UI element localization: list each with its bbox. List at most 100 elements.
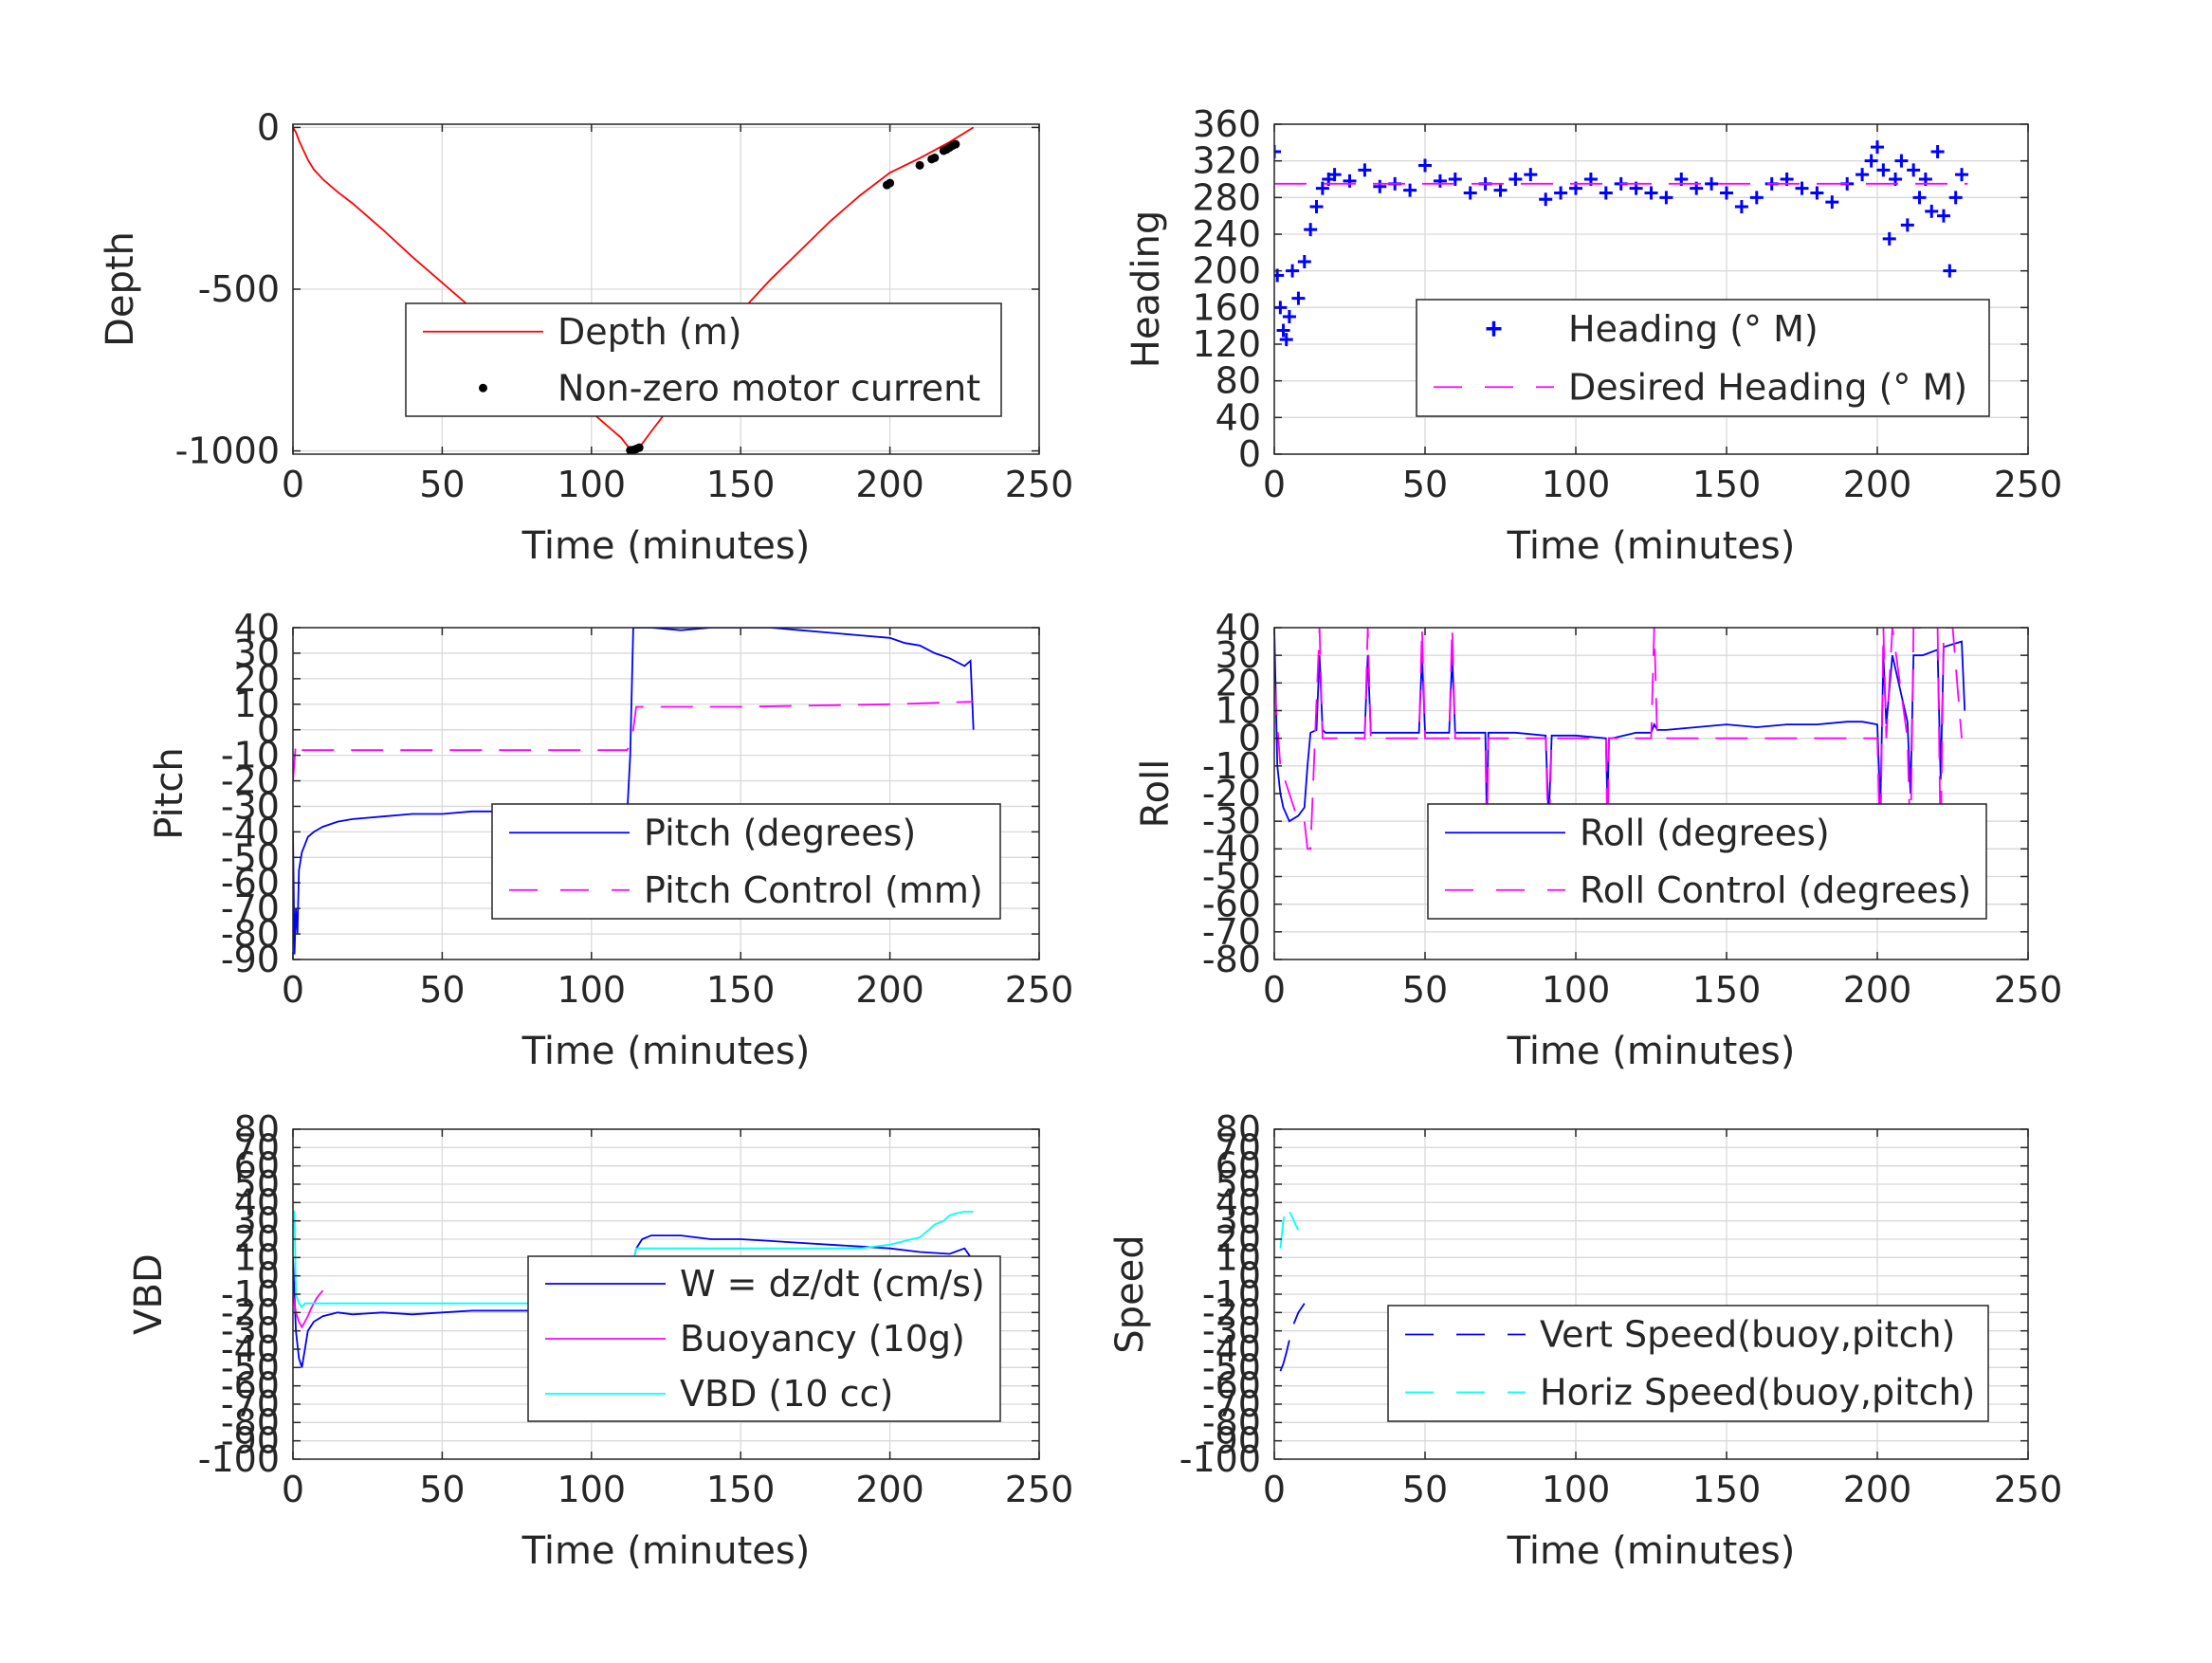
speed-xtick-label: 250 — [1994, 1469, 2063, 1510]
depth-ytick-label: 0 — [257, 106, 280, 148]
roll-ytick-label: -30 — [1202, 800, 1261, 842]
pitch-chart: 0 50 100 150 200 250-90-80-70-60-50-40-30-20-… — [148, 607, 1073, 1073]
heading-series-0-point — [1274, 145, 1281, 158]
roll-ytick-label: -20 — [1202, 773, 1261, 814]
heading-xtick-label: 200 — [1843, 464, 1912, 505]
heading-series-0-point — [1304, 223, 1318, 237]
vbd-ytick-label: 30 — [234, 1200, 280, 1242]
vbd-legend-label: W = dz/dt (cm/s) — [680, 1263, 985, 1305]
speed-xtick-label: 100 — [1542, 1469, 1611, 1510]
vbd-xtick-label: 150 — [706, 1469, 776, 1510]
vbd-ytick-label: -80 — [221, 1401, 280, 1443]
heading-series-0-point — [1943, 264, 1957, 278]
vbd-xtick-label: 200 — [855, 1469, 924, 1510]
heading-xtick-label: 150 — [1692, 464, 1762, 505]
speed-xtick-label: 0 — [1263, 1469, 1286, 1510]
depth-ylabel: Depth — [99, 231, 142, 347]
pitch-ytick-label: 0 — [257, 709, 280, 751]
pitch-ytick-label: 10 — [234, 684, 280, 725]
heading-ylabel: Heading — [1124, 210, 1168, 368]
heading-series-0-point — [1864, 154, 1878, 168]
vbd-ytick-label: -40 — [221, 1328, 280, 1370]
heading-series-0-point — [1463, 186, 1477, 200]
heading-series-0-point — [1900, 218, 1914, 232]
vbd-ytick-label: 80 — [234, 1108, 280, 1150]
vbd-ytick-label: 70 — [234, 1126, 280, 1168]
pitch-ytick-label: -80 — [221, 913, 280, 955]
vbd-ytick-label: 60 — [234, 1145, 280, 1187]
heading-xtick-label: 100 — [1542, 464, 1611, 505]
vbd-ytick-label: -20 — [221, 1291, 280, 1333]
roll-series-1-line — [1274, 628, 1963, 850]
heading-series-0-point — [1912, 191, 1927, 205]
heading-series-0-point — [1282, 310, 1296, 323]
heading-series-0-point — [1856, 168, 1870, 182]
heading-series-0-point — [1343, 174, 1357, 188]
heading-series-0-point — [1948, 191, 1963, 205]
heading-ytick-label: 40 — [1216, 396, 1261, 438]
heading-series-0-point — [1720, 186, 1733, 200]
roll-xlabel: Time (minutes) — [1507, 1030, 1796, 1073]
heading-xtick-label: 250 — [1994, 464, 2063, 505]
speed-ytick-label: -20 — [1202, 1291, 1261, 1333]
heading-series-0-point — [1825, 195, 1839, 210]
heading-series-0-point — [1599, 186, 1613, 200]
heading-series-0-point — [1358, 163, 1372, 177]
pitch-ytick-label: 20 — [234, 658, 280, 700]
heading-xtick-label: 0 — [1263, 464, 1286, 505]
pitch-ytick-label: 30 — [234, 632, 280, 674]
heading-series-0-point — [1810, 186, 1824, 200]
pitch-ytick-label: -10 — [221, 735, 280, 777]
speed-ytick-label: -10 — [1202, 1273, 1261, 1315]
heading-series-0-point — [1644, 186, 1658, 200]
heading-series-group — [1274, 140, 1969, 347]
heading-xlabel: Time (minutes) — [1507, 524, 1796, 568]
depth-series-1-point — [951, 139, 960, 149]
pitch-xtick-label: 100 — [558, 969, 627, 1011]
speed-ylabel: Speed — [1108, 1234, 1152, 1353]
speed-legend-box — [1387, 1305, 1989, 1422]
roll-xtick-label: 50 — [1402, 969, 1448, 1011]
pitch-ytick-label: 40 — [234, 607, 280, 649]
heading-ytick-label: 360 — [1192, 103, 1261, 145]
speed-ytick-label: -40 — [1202, 1328, 1261, 1370]
depth-xtick-label: 0 — [282, 464, 304, 505]
speed-ytick-label: 70 — [1216, 1126, 1261, 1168]
heading-series-0-point — [1539, 192, 1553, 207]
pitch-legend-box — [491, 803, 1001, 920]
vbd-ytick-label: -30 — [221, 1310, 280, 1352]
depth-xtick-label: 250 — [1005, 464, 1074, 505]
depth-xtick-label: 200 — [855, 464, 924, 505]
speed-series-0-line — [1279, 1303, 1306, 1372]
vbd-ytick-label: -100 — [198, 1438, 280, 1480]
pitch-ytick-label: -40 — [221, 811, 280, 852]
speed-legend: Vert Speed(buoy,pitch) Horiz Speed(buoy,p… — [1387, 1305, 1989, 1422]
depth-series-1-point — [930, 153, 940, 162]
speed-xtick-label: 150 — [1692, 1469, 1762, 1510]
roll-ytick-label: -40 — [1202, 828, 1261, 869]
speed-series-1-line — [1279, 1203, 1300, 1249]
speed-ytick-label: 80 — [1216, 1108, 1261, 1150]
heading-series-0-point — [1291, 291, 1306, 305]
heading-series-0-point — [1894, 154, 1909, 168]
heading-ytick-label: 320 — [1192, 140, 1261, 182]
heading-legend-label: Desired Heading (° M) — [1568, 366, 1967, 408]
pitch-xlabel: Time (minutes) — [521, 1030, 811, 1073]
heading-series-0-point — [1876, 163, 1891, 177]
heading-ytick-label: 200 — [1192, 250, 1261, 292]
heading-chart: 0 50 100 150 200 2500408012016020024028032036… — [1124, 103, 2062, 568]
heading-series-0-point — [1373, 179, 1387, 193]
heading-legend: Heading (° M) Desired Heading (° M) — [1416, 299, 1990, 417]
speed-ytick-label: -90 — [1202, 1420, 1261, 1462]
heading-series-0-point — [1795, 181, 1809, 195]
heading-series-0-point — [1448, 173, 1462, 186]
speed-xtick-label: 50 — [1402, 1469, 1448, 1510]
vbd-ytick-label: 50 — [234, 1163, 280, 1205]
vbd-ytick-label: -90 — [221, 1420, 280, 1462]
heading-series-0-point — [1554, 186, 1568, 200]
roll-ytick-label: 40 — [1216, 607, 1261, 649]
roll-legend-box — [1427, 803, 1987, 920]
depth-legend-label: Non-zero motor current — [558, 367, 980, 409]
